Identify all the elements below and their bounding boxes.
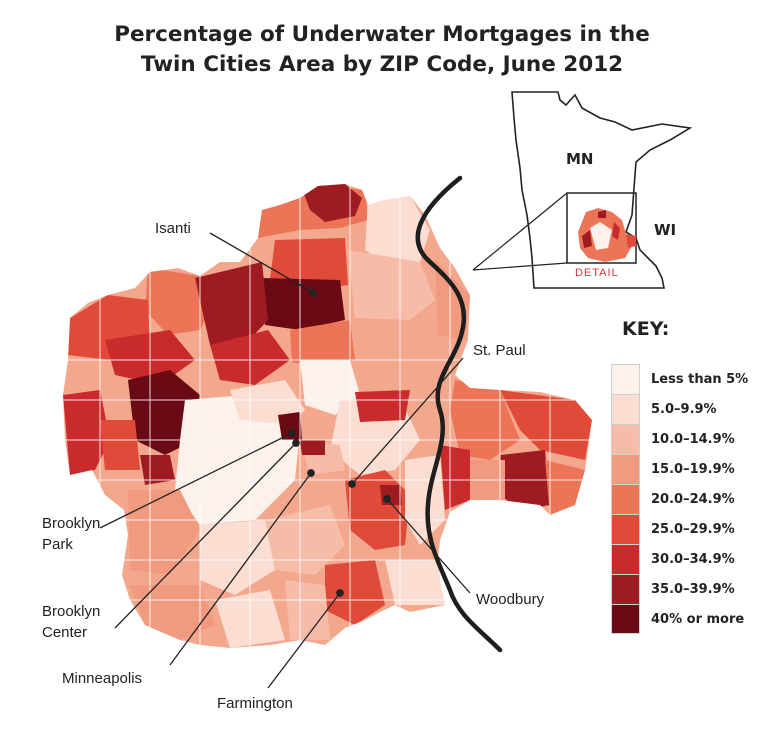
- legend-swatch: [611, 454, 640, 484]
- zip-area: [175, 392, 300, 525]
- zip-area: [545, 460, 585, 515]
- zip-area: [285, 580, 330, 640]
- legend-label: 20.0–24.9%: [651, 491, 735, 507]
- legend-label: 35.0–39.9%: [651, 581, 735, 597]
- title-line-2: Twin Cities Area by ZIP Code, June 2012: [140, 52, 624, 77]
- label-brooklyn-park-line1: Brooklyn: [42, 515, 100, 532]
- legend-swatch: [611, 394, 640, 424]
- zip-area: [300, 440, 325, 455]
- legend-item: 20.0–24.9%: [611, 484, 748, 514]
- zip-area: [435, 260, 470, 340]
- detail-box: [566, 192, 637, 264]
- zip-area: [365, 196, 430, 268]
- legend-item: 10.0–14.9%: [611, 424, 748, 454]
- zip-area-farmington: [325, 560, 385, 625]
- title-line-1: Percentage of Underwater Mortgages in th…: [114, 22, 650, 47]
- legend-item: 5.0–9.9%: [611, 394, 748, 424]
- legend-swatch: [611, 484, 640, 514]
- legend-label: 25.0–29.9%: [651, 521, 735, 537]
- minnesota-outline: [511, 91, 693, 289]
- legend-swatch: [611, 544, 640, 574]
- zip-area: [128, 490, 200, 575]
- label-brooklyn-center-line1: Brooklyn: [42, 603, 100, 620]
- zip-area-isanti: [262, 278, 345, 330]
- legend-swatch: [611, 574, 640, 604]
- legend-item: Less than 5%: [611, 364, 748, 394]
- zip-area-woodbury: [380, 485, 402, 505]
- label-woodbury: Woodbury: [476, 591, 545, 608]
- zip-region-fills: [63, 184, 592, 648]
- label-isanti: Isanti: [155, 220, 191, 237]
- label-farmington: Farmington: [217, 695, 293, 712]
- detail-label: DETAIL: [575, 267, 619, 279]
- zip-area: [355, 390, 410, 422]
- brooklyn-park-dot: [288, 429, 296, 437]
- legend-item: 25.0–29.9%: [611, 514, 748, 544]
- legend-label: 10.0–14.9%: [651, 431, 735, 447]
- place-labels: Isanti St. Paul Brooklyn Park Brooklyn C…: [42, 220, 545, 712]
- woodbury-dot: [383, 495, 391, 503]
- isanti-dot: [309, 289, 317, 297]
- label-st-paul: St. Paul: [473, 342, 526, 359]
- legend-label: 5.0–9.9%: [651, 401, 717, 417]
- legend-item: 35.0–39.9%: [611, 574, 748, 604]
- legend-swatch: [611, 514, 640, 544]
- legend-label: Less than 5%: [651, 371, 749, 387]
- legend-swatch: [611, 364, 640, 394]
- zip-area: [265, 505, 345, 575]
- river: [415, 175, 503, 653]
- zip-boundaries: [63, 184, 592, 648]
- callouts: [99, 232, 471, 689]
- zip-area: [300, 184, 362, 222]
- zip-area: [140, 455, 175, 485]
- zip-area: [500, 390, 592, 460]
- legend-swatch: [611, 424, 640, 454]
- zip-area-brooklyn-park: [278, 412, 302, 440]
- callout-line-lower: [472, 262, 568, 271]
- minnesota-inset: MN WI DETAIL: [472, 91, 693, 289]
- legend-title: KEY:: [622, 318, 670, 340]
- zip-area: [440, 445, 470, 510]
- zip-area: [100, 420, 140, 470]
- zip-area: [200, 520, 275, 595]
- farmington-dot: [336, 589, 344, 597]
- mn-label: MN: [566, 150, 593, 168]
- zip-area: [348, 250, 435, 320]
- legend-label: 15.0–19.9%: [651, 461, 735, 477]
- brooklyn-center-dot: [292, 439, 300, 447]
- legend-label: 40% or more: [651, 611, 745, 627]
- legend-item: 15.0–19.9%: [611, 454, 748, 484]
- callout-line-upper: [472, 192, 568, 271]
- legend-swatch: [611, 604, 640, 634]
- zip-area: [230, 380, 305, 425]
- map-title: Percentage of Underwater Mortgages in th…: [0, 20, 764, 80]
- minneapolis-dot: [307, 469, 315, 477]
- zip-area: [290, 320, 355, 368]
- legend-item: 30.0–34.9%: [611, 544, 748, 574]
- legend: Less than 5% 5.0–9.9% 10.0–14.9% 15.0–19…: [611, 364, 748, 634]
- st-paul-dot: [348, 480, 356, 488]
- legend-label: 30.0–34.9%: [651, 551, 735, 567]
- zip-area: [63, 390, 110, 475]
- legend-item: 40% or more: [611, 604, 748, 634]
- label-minneapolis: Minneapolis: [62, 670, 142, 687]
- zip-area: [385, 560, 445, 605]
- label-brooklyn-park-line2: Park: [42, 536, 73, 553]
- zip-area: [130, 585, 215, 640]
- label-brooklyn-center-line2: Center: [42, 624, 87, 641]
- wi-label: WI: [654, 221, 676, 239]
